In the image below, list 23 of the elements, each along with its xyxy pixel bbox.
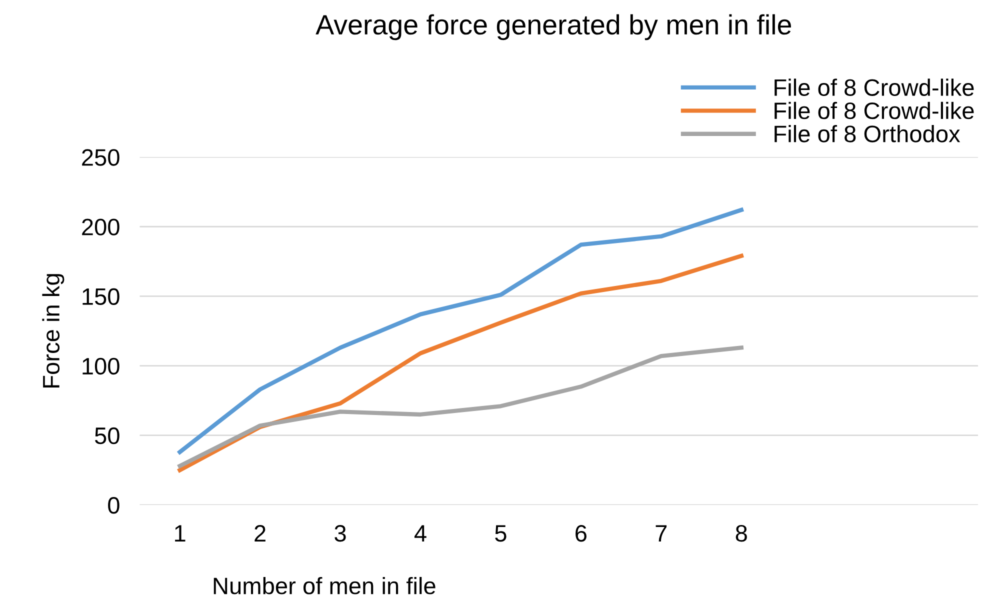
x-tick-label: 3 [334,525,346,542]
y-tick-label: 100 [82,358,120,375]
chart-title: Average force generated by men in file [316,14,791,40]
line-series [178,346,744,468]
x-tick-label: 6 [576,525,586,542]
x-tick-label: 5 [495,525,506,542]
y-tick-label: 0 [108,497,120,514]
line-series [178,254,744,472]
legend-label: File of 8 Orthodox [774,125,960,142]
y-tick-label: 200 [82,218,120,236]
legend-label: File of 8 Crowd-like [774,78,974,96]
y-tick-label: 150 [82,288,120,305]
x-axis-title: Number of men in file [214,576,436,594]
y-tick-label: 250 [82,149,120,166]
x-tick-label: 2 [254,525,266,542]
y-axis-title: Force in kg [42,274,64,388]
x-tick-label: 4 [414,525,426,542]
x-tick-label: 7 [656,525,667,542]
legend-label: File of 8 Crowd-like [774,102,974,120]
y-tick-label: 50 [94,427,120,444]
x-tick-label: 1 [175,525,186,542]
x-tick-label: 8 [736,525,747,542]
line-series [178,208,744,454]
